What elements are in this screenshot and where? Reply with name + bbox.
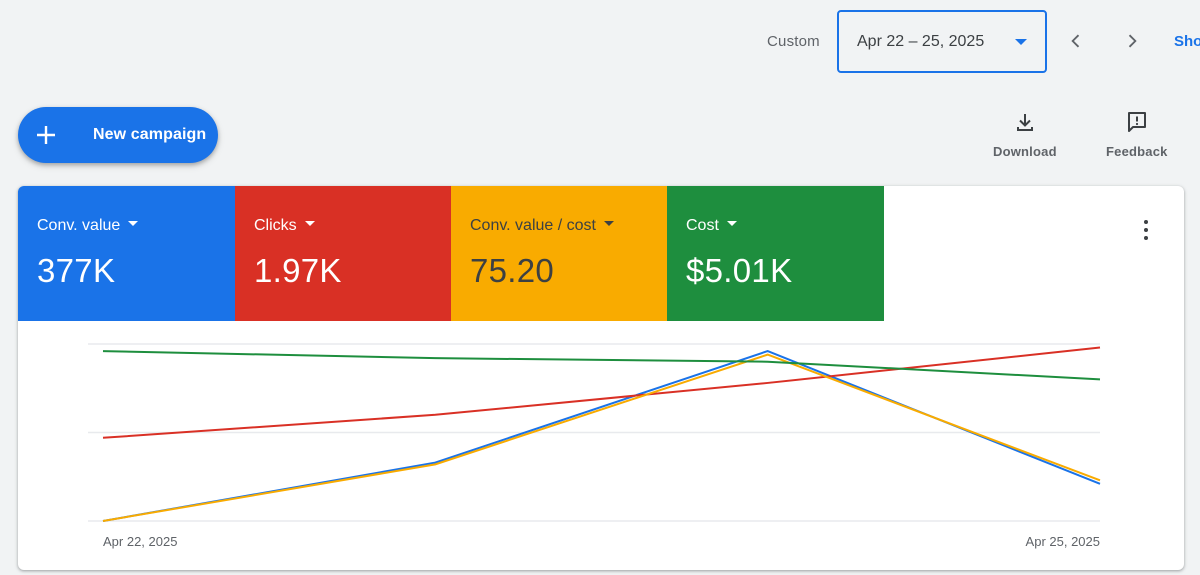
more-vert-icon bbox=[1144, 220, 1148, 224]
dropdown-caret-icon bbox=[1015, 39, 1027, 45]
dropdown-caret-icon bbox=[726, 221, 737, 227]
chevron-right-icon bbox=[1128, 34, 1137, 48]
feedback-label: Feedback bbox=[1106, 144, 1168, 159]
dropdown-caret-icon bbox=[128, 221, 139, 227]
metric-value: $5.01K bbox=[686, 252, 793, 289]
date-range-value: Apr 22 – 25, 2025 bbox=[857, 32, 985, 50]
series-line-clicks bbox=[102, 346, 1101, 439]
metric-value: 377K bbox=[37, 252, 116, 289]
previous-period-button[interactable] bbox=[1062, 27, 1090, 55]
feedback-icon bbox=[1127, 112, 1146, 132]
metric-label: Cost bbox=[686, 217, 737, 235]
series-line-cost bbox=[102, 350, 1101, 381]
line-chart: Apr 22, 2025 Apr 25, 2025 bbox=[88, 343, 1101, 549]
dropdown-caret-icon bbox=[603, 221, 614, 227]
download-icon bbox=[1016, 114, 1033, 131]
download-button[interactable]: Download bbox=[993, 110, 1057, 159]
next-period-button[interactable] bbox=[1118, 27, 1146, 55]
x-tick-label: Apr 22, 2025 bbox=[103, 534, 177, 549]
new-campaign-label: New campaign bbox=[93, 126, 207, 143]
show-link[interactable]: Sho bbox=[1174, 33, 1200, 50]
date-range-label: Custom bbox=[767, 33, 820, 50]
more-options-button[interactable] bbox=[1136, 218, 1156, 242]
feedback-button[interactable]: Feedback bbox=[1106, 110, 1168, 159]
new-campaign-button[interactable]: New campaign bbox=[18, 107, 218, 163]
performance-card: Conv. value 377K Clicks 1.97K Conv. valu… bbox=[18, 186, 1184, 570]
metric-label: Conv. value / cost bbox=[470, 217, 614, 235]
metric-value: 75.20 bbox=[470, 252, 555, 289]
chevron-left-icon bbox=[1071, 34, 1080, 48]
metric-conv-value-per-cost[interactable]: Conv. value / cost 75.20 bbox=[451, 186, 668, 321]
performance-chart: Apr 22, 2025 Apr 25, 2025 bbox=[18, 321, 1184, 570]
series-line-conv-value-cost bbox=[102, 353, 1101, 522]
download-label: Download bbox=[993, 144, 1057, 159]
plus-icon bbox=[37, 126, 55, 144]
metric-clicks[interactable]: Clicks 1.97K bbox=[235, 186, 452, 321]
x-tick-label: Apr 25, 2025 bbox=[1026, 534, 1100, 549]
dropdown-caret-icon bbox=[304, 221, 315, 227]
metric-cost[interactable]: Cost $5.01K bbox=[667, 186, 884, 321]
metric-label: Clicks bbox=[254, 217, 315, 235]
metric-conv-value[interactable]: Conv. value 377K bbox=[18, 186, 235, 321]
date-range-picker[interactable]: Apr 22 – 25, 2025 bbox=[837, 10, 1047, 73]
metric-label: Conv. value bbox=[37, 217, 139, 235]
metric-value: 1.97K bbox=[254, 252, 342, 289]
